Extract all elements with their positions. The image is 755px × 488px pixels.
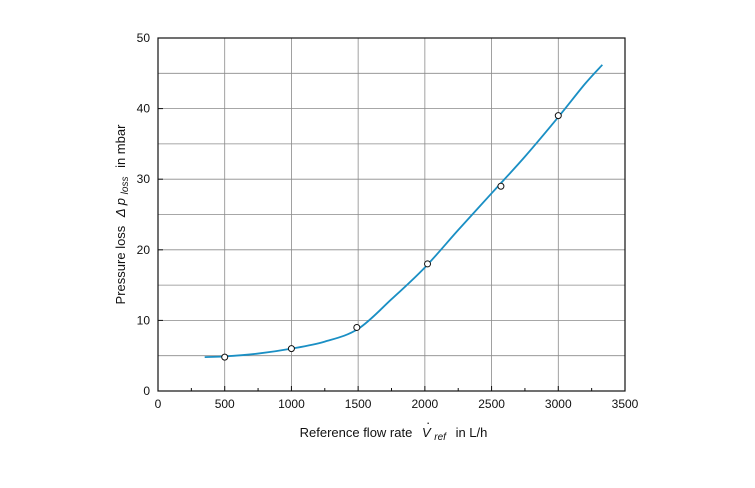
data-point-marker [424, 260, 432, 268]
y-tick-label: 20 [137, 243, 151, 257]
x-tick-label: 3000 [545, 397, 572, 411]
y-axis-title-symbol: Δ p [113, 198, 128, 218]
data-point-marker [287, 345, 295, 353]
y-tick-label: 30 [137, 172, 151, 186]
marker-layer [221, 112, 562, 361]
x-axis-title-symbol: V [422, 425, 432, 440]
y-axis-title-subscript: loss [120, 177, 131, 195]
x-axis-title-subscript: ref [434, 432, 447, 443]
x-tick-label: 2000 [412, 397, 439, 411]
y-tick-label: 10 [137, 313, 151, 327]
y-tick-label: 40 [137, 102, 151, 116]
y-axis-title-suffix: in mbar [113, 124, 128, 168]
x-tick-label: 500 [215, 397, 235, 411]
pressure-loss-curve [204, 64, 603, 359]
x-tick-label: 1500 [345, 397, 372, 411]
x-axis-title: Reference flow rate V ref in L/h [300, 425, 488, 443]
y-axis-title-prefix: Pressure loss [113, 225, 128, 304]
data-point-marker [353, 323, 361, 331]
x-axis-title-suffix: in L/h [456, 425, 488, 440]
grid [158, 38, 625, 391]
y-tick-label: 0 [143, 384, 150, 398]
y-tick-label: 50 [137, 31, 151, 45]
x-axis-title-prefix: Reference flow rate [300, 425, 413, 440]
tick-layer: 0 500 1000 1500 2000 2500 3000 3500 0 10 20 30 40 50 [137, 31, 639, 411]
x-tick-label: 1000 [278, 397, 305, 411]
x-axis-symbol-dot: · [426, 415, 430, 430]
x-tick-label: 2500 [478, 397, 505, 411]
data-point-marker [221, 353, 229, 361]
data-point-marker [497, 182, 505, 190]
x-tick-label: 0 [155, 397, 162, 411]
y-axis-title: Pressure loss Δ p loss in mbar [113, 124, 131, 305]
data-point-marker [554, 112, 562, 120]
x-tick-label: 3500 [612, 397, 639, 411]
curve-layer [204, 64, 603, 359]
